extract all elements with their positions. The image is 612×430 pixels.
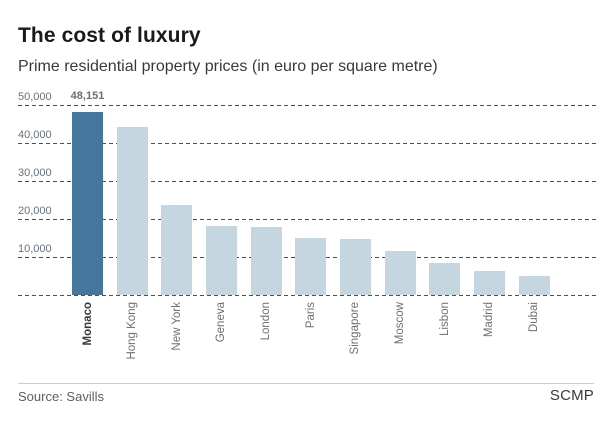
bar-lisbon xyxy=(429,263,461,295)
x-label-paris: Paris xyxy=(304,302,317,329)
bar-geneva xyxy=(205,226,237,295)
source-label: Source: Savills xyxy=(18,389,104,404)
footer-divider xyxy=(18,383,594,384)
y-tick-label: 10,000 xyxy=(18,243,52,255)
y-tick-label: 40,000 xyxy=(18,129,52,141)
x-label-new-york: New York xyxy=(170,302,183,351)
y-tick-label: 30,000 xyxy=(18,167,52,179)
x-label-dubai: Dubai xyxy=(528,302,540,333)
bar-chart: 50,000 40,000 30,000 20,000 10,000 48,151 Mon… xyxy=(18,90,598,380)
bar-madrid xyxy=(473,271,505,295)
bar-moscow xyxy=(384,251,416,295)
bar-new-york xyxy=(161,205,193,295)
bar-monaco xyxy=(72,112,103,295)
x-label-singapore: Singapore xyxy=(349,302,362,355)
x-label-london: London xyxy=(260,302,273,341)
x-label-geneva: Geneva xyxy=(215,302,228,343)
gridline-50000 xyxy=(18,105,598,106)
bar-london xyxy=(250,227,282,295)
x-label-madrid: Madrid xyxy=(483,302,496,338)
chart-subtitle: Prime residential property prices (in eu… xyxy=(18,58,438,75)
y-tick-label: 20,000 xyxy=(18,205,52,217)
y-tick-label: 50,000 xyxy=(18,91,52,103)
gridline-20000 xyxy=(18,219,598,220)
gridline-40000 xyxy=(18,143,598,144)
bar-paris xyxy=(295,238,327,295)
bar-hong-kong xyxy=(116,127,148,295)
value-label-monaco: 48,151 xyxy=(70,90,105,102)
bar-dubai xyxy=(518,276,550,295)
x-label-monaco: Monaco xyxy=(81,302,94,346)
scmp-logo: SCMP xyxy=(549,387,594,404)
plot-area: 50,000 40,000 30,000 20,000 10,000 48,151 xyxy=(18,90,598,296)
x-axis-labels: Monaco Hong Kong New York Geneva London Paris… xyxy=(18,295,598,380)
bar-singapore xyxy=(339,239,371,295)
gridline-30000 xyxy=(18,181,598,182)
chart-title: The cost of luxury xyxy=(18,24,201,47)
x-label-moscow: Moscow xyxy=(394,302,407,345)
x-label-hong-kong: Hong Kong xyxy=(126,302,139,360)
x-label-lisbon: Lisbon xyxy=(438,302,451,336)
x-axis-baseline xyxy=(18,295,598,296)
